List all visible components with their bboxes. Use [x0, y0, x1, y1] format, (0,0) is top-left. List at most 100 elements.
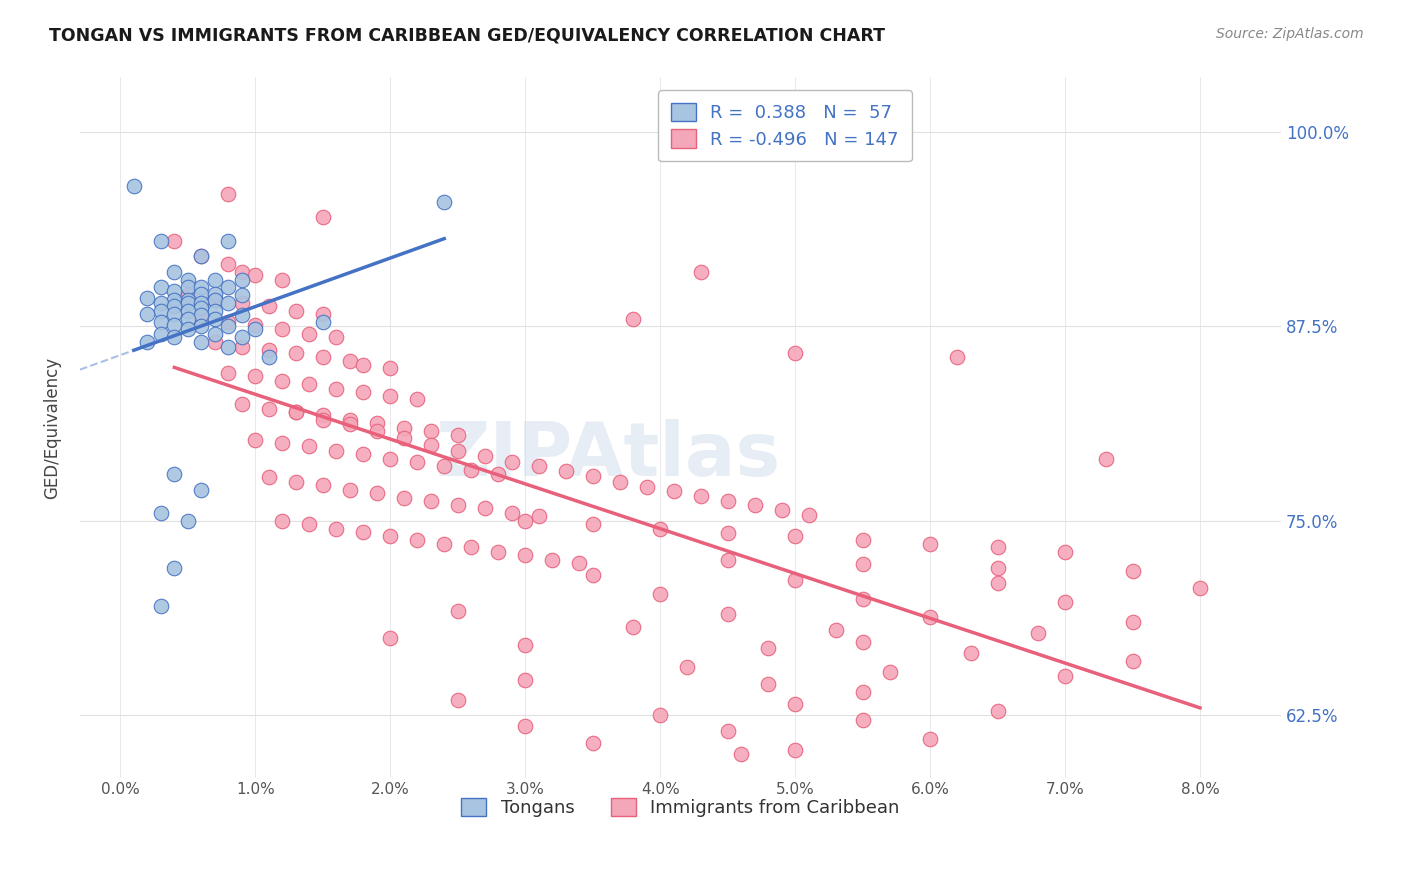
Point — [217, 296, 239, 310]
Point — [1188, 581, 1211, 595]
Point — [204, 303, 226, 318]
Point — [190, 249, 212, 263]
Point — [717, 553, 740, 567]
Point — [392, 491, 415, 505]
Point — [298, 376, 321, 391]
Point — [312, 408, 335, 422]
Point — [271, 374, 294, 388]
Point — [149, 280, 172, 294]
Point — [136, 291, 159, 305]
Point — [163, 318, 186, 332]
Point — [257, 470, 280, 484]
Point — [433, 194, 456, 209]
Point — [689, 265, 711, 279]
Point — [298, 516, 321, 531]
Point — [676, 660, 699, 674]
Point — [217, 280, 239, 294]
Point — [501, 506, 523, 520]
Point — [231, 273, 253, 287]
Point — [204, 311, 226, 326]
Point — [486, 545, 509, 559]
Point — [190, 296, 212, 310]
Point — [163, 307, 186, 321]
Point — [231, 296, 253, 310]
Point — [419, 424, 441, 438]
Point — [190, 334, 212, 349]
Point — [785, 529, 807, 543]
Point — [339, 413, 361, 427]
Point — [312, 315, 335, 329]
Point — [177, 293, 200, 307]
Point — [190, 249, 212, 263]
Point — [582, 736, 605, 750]
Point — [136, 307, 159, 321]
Point — [204, 293, 226, 307]
Point — [582, 568, 605, 582]
Point — [380, 451, 402, 466]
Point — [824, 623, 846, 637]
Point — [366, 486, 388, 500]
Legend: Tongans, Immigrants from Caribbean: Tongans, Immigrants from Caribbean — [454, 790, 907, 824]
Point — [717, 607, 740, 622]
Point — [163, 284, 186, 298]
Point — [852, 533, 875, 547]
Point — [284, 346, 307, 360]
Point — [1121, 615, 1143, 629]
Point — [554, 464, 576, 478]
Point — [163, 330, 186, 344]
Point — [730, 747, 752, 762]
Point — [785, 698, 807, 712]
Point — [756, 641, 779, 656]
Point — [136, 334, 159, 349]
Point — [1053, 545, 1076, 559]
Point — [298, 439, 321, 453]
Point — [149, 303, 172, 318]
Point — [163, 467, 186, 482]
Point — [1026, 625, 1049, 640]
Point — [460, 541, 482, 555]
Point — [325, 443, 347, 458]
Point — [245, 322, 267, 336]
Point — [785, 742, 807, 756]
Point — [177, 288, 200, 302]
Point — [380, 631, 402, 645]
Point — [852, 635, 875, 649]
Point — [177, 280, 200, 294]
Point — [1121, 654, 1143, 668]
Point — [852, 558, 875, 572]
Point — [986, 560, 1008, 574]
Point — [474, 449, 496, 463]
Point — [217, 366, 239, 380]
Point — [339, 353, 361, 368]
Point — [204, 327, 226, 342]
Point — [284, 405, 307, 419]
Point — [920, 610, 942, 624]
Point — [163, 560, 186, 574]
Point — [689, 489, 711, 503]
Point — [271, 436, 294, 450]
Point — [257, 401, 280, 416]
Point — [149, 296, 172, 310]
Point — [298, 327, 321, 342]
Point — [312, 307, 335, 321]
Point — [541, 553, 564, 567]
Point — [284, 303, 307, 318]
Point — [190, 311, 212, 326]
Point — [312, 351, 335, 365]
Point — [177, 296, 200, 310]
Point — [204, 286, 226, 301]
Point — [920, 537, 942, 551]
Point — [190, 301, 212, 315]
Point — [527, 459, 550, 474]
Point — [312, 413, 335, 427]
Point — [406, 392, 429, 407]
Point — [204, 273, 226, 287]
Point — [245, 369, 267, 384]
Point — [474, 501, 496, 516]
Point — [879, 665, 901, 679]
Point — [177, 514, 200, 528]
Point — [217, 340, 239, 354]
Point — [621, 620, 644, 634]
Point — [447, 692, 470, 706]
Point — [217, 315, 239, 329]
